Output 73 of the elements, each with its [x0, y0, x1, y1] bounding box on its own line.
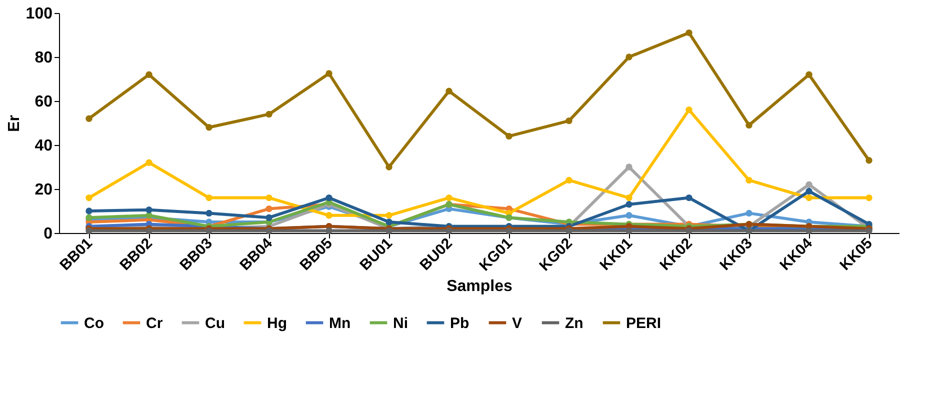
- point: [326, 227, 332, 234]
- point: [266, 227, 272, 234]
- point: [806, 71, 812, 78]
- point: [326, 212, 332, 219]
- point: [746, 176, 752, 184]
- point: [626, 54, 632, 60]
- point: [566, 117, 572, 124]
- point: [146, 227, 152, 234]
- point: [506, 227, 512, 234]
- point: [686, 29, 692, 36]
- legend-label: Co: [84, 314, 104, 332]
- x-axis-title: Samples: [446, 278, 513, 295]
- legend-label: Pb: [450, 314, 470, 332]
- point: [806, 181, 812, 188]
- point: [626, 212, 632, 219]
- point: [326, 70, 332, 77]
- point: [686, 106, 692, 114]
- point: [326, 194, 332, 202]
- point: [86, 227, 92, 234]
- point: [86, 208, 92, 214]
- point: [746, 210, 752, 217]
- y-tick-label: 20: [34, 182, 53, 198]
- y-tick-label: 60: [34, 94, 53, 110]
- point: [446, 88, 452, 94]
- point: [626, 201, 632, 208]
- point: [386, 164, 392, 170]
- legend-label: V: [512, 314, 522, 332]
- y-tick-label: 80: [34, 50, 53, 66]
- point: [266, 110, 272, 118]
- point: [386, 218, 392, 226]
- point: [206, 124, 212, 131]
- point: [686, 194, 692, 202]
- point: [86, 115, 92, 122]
- point: [266, 194, 272, 202]
- point: [866, 194, 872, 202]
- y-tick-label: 40: [34, 138, 53, 154]
- point: [686, 227, 692, 234]
- point: [266, 214, 272, 221]
- point: [206, 210, 212, 217]
- point: [806, 227, 812, 234]
- point: [266, 205, 272, 212]
- y-tick-label: 0: [44, 226, 53, 242]
- point: [626, 227, 632, 234]
- point: [866, 227, 872, 234]
- y-axis-title: Er: [6, 115, 23, 132]
- legend-label: PERI: [626, 314, 662, 332]
- point: [386, 227, 392, 234]
- point: [86, 214, 92, 221]
- point: [206, 194, 212, 202]
- point: [446, 227, 452, 234]
- point: [146, 159, 152, 166]
- point: [806, 194, 812, 202]
- point: [866, 157, 872, 164]
- point: [626, 164, 632, 170]
- point: [446, 194, 452, 202]
- legend-label: Hg: [267, 314, 287, 332]
- legend-label: Zn: [565, 314, 584, 332]
- point: [566, 176, 572, 184]
- point: [386, 212, 392, 219]
- legend-label: Cr: [146, 314, 163, 332]
- point: [806, 188, 812, 195]
- legend-label: Mn: [329, 314, 351, 332]
- legend-label: Cu: [205, 314, 225, 332]
- point: [206, 227, 212, 234]
- point: [626, 194, 632, 202]
- point: [86, 194, 92, 202]
- point: [506, 132, 512, 140]
- y-tick-label: 100: [26, 6, 53, 22]
- point: [746, 122, 752, 129]
- point: [566, 227, 572, 234]
- point: [146, 206, 152, 214]
- legend-label: Ni: [393, 314, 408, 332]
- point: [146, 71, 152, 78]
